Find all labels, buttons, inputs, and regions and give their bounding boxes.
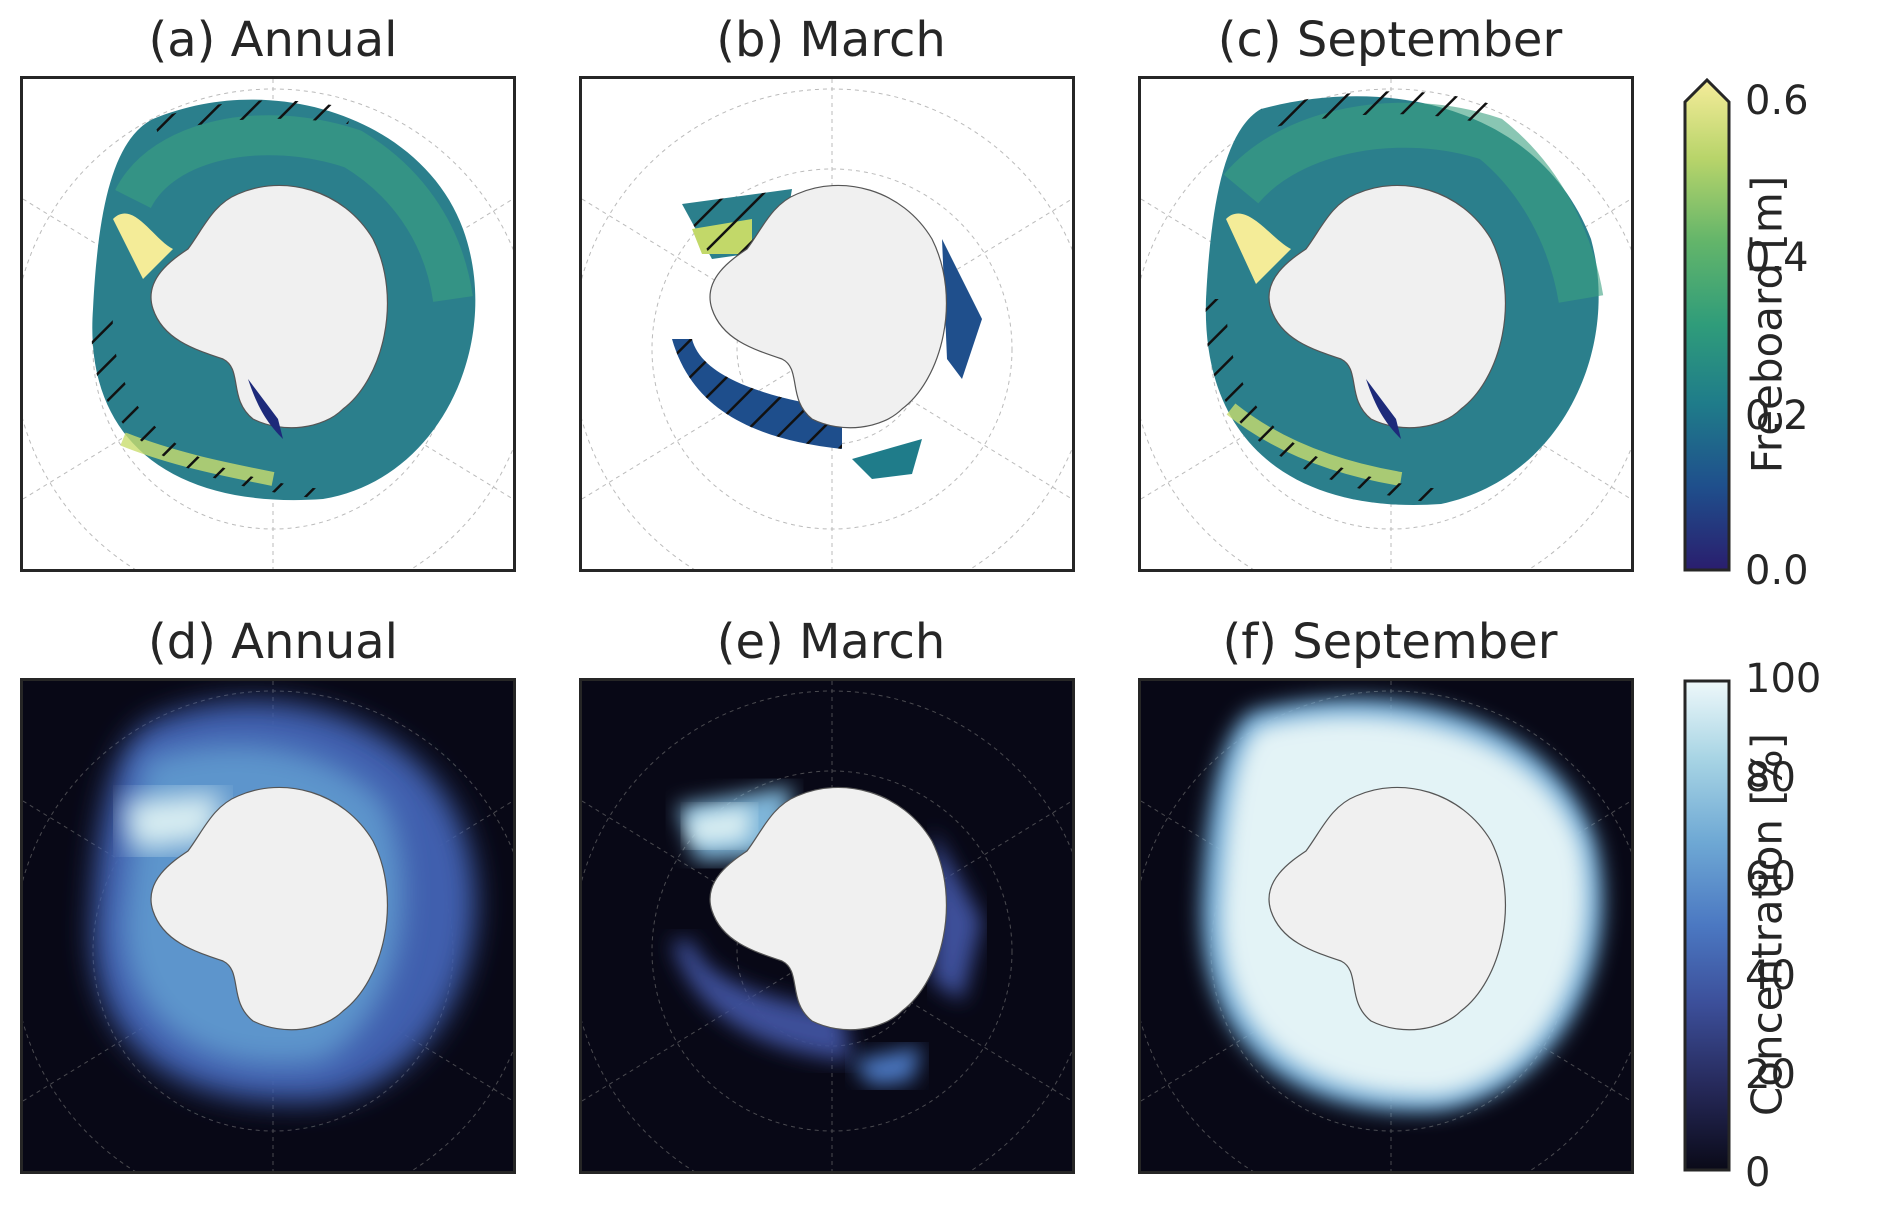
- freeboard-colorbar: [1682, 77, 1732, 573]
- map-a-svg: [23, 79, 513, 569]
- panel-title-d: (d) Annual: [147, 614, 399, 670]
- map-e-svg: [582, 681, 1072, 1171]
- freeboard-tick-0.6: 0.6: [1745, 78, 1809, 124]
- concentration-tick-80: 80: [1745, 755, 1796, 801]
- map-panel-e-concentration-march: [579, 678, 1075, 1174]
- panel-title-e: (e) March: [716, 614, 946, 670]
- concentration-tick-60: 60: [1745, 854, 1796, 900]
- map-panel-d-concentration-annual: [20, 678, 516, 1174]
- map-panel-a-freeboard-annual: [20, 76, 516, 572]
- panel-title-b: (b) March: [716, 12, 946, 68]
- panel-title-f: (f) September: [1222, 614, 1558, 670]
- concentration-tick-0: 0: [1745, 1150, 1771, 1196]
- map-d-svg: [23, 681, 513, 1171]
- freeboard-tick-0.4: 0.4: [1745, 235, 1809, 281]
- concentration-colorbar: [1682, 678, 1732, 1173]
- concentration-tick-40: 40: [1745, 953, 1796, 999]
- map-f-svg: [1141, 681, 1631, 1171]
- freeboard-tick-0.0: 0.0: [1745, 548, 1809, 594]
- freeboard-tick-0.2: 0.2: [1745, 393, 1809, 439]
- map-panel-f-concentration-september: [1138, 678, 1634, 1174]
- map-b-svg: [582, 79, 1072, 569]
- concentration-tick-20: 20: [1745, 1052, 1796, 1098]
- map-c-svg: [1141, 79, 1631, 569]
- panel-title-c: (c) September: [1217, 12, 1563, 68]
- map-panel-c-freeboard-september: [1138, 76, 1634, 572]
- freeboard-colorbar-label: Freeboard [m]: [1742, 175, 1792, 474]
- concentration-tick-100: 100: [1745, 656, 1822, 702]
- panel-title-a: (a) Annual: [148, 12, 398, 68]
- map-panel-b-freeboard-march: [579, 76, 1075, 572]
- concentration-colorbar-label: Concentration [%]: [1742, 732, 1792, 1117]
